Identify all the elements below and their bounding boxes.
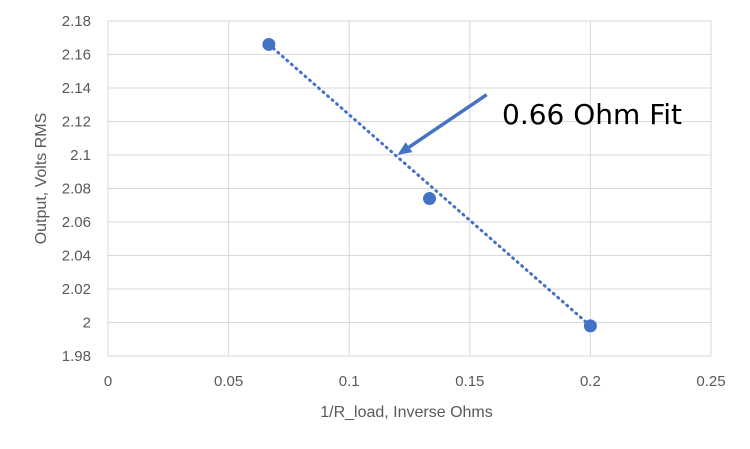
y-tick-label: 2.1 [70,147,91,164]
gridlines [107,20,712,357]
x-tick-label: 0.2 [580,373,601,390]
data-point [262,37,276,51]
x-tick-label: 0 [104,373,112,390]
y-tick-label: 2 [83,315,91,332]
y-tick-label: 2.12 [62,114,91,131]
y-axis-title: Output, Volts RMS [33,113,50,245]
y-tick-label: 1.98 [62,348,91,365]
y-tick-labels: 1.98 2 2.02 2.04 2.06 2.08 2.1 2.12 2.14 2.16 2.18 [62,13,91,365]
y-tick-label: 2.08 [62,181,91,198]
data-point [423,192,437,206]
x-axis-title: 1/R_load, Inverse Ohms [320,404,493,421]
y-tick-label: 2.18 [62,13,91,30]
x-tick-label: 0.25 [696,373,725,390]
x-tick-labels: 0 0.05 0.1 0.15 0.2 0.25 [104,373,726,390]
arrow-shaft [408,93,488,149]
trendline [267,42,592,328]
arrow-head [397,142,413,155]
x-tick-label: 0.15 [455,373,484,390]
y-tick-label: 2.02 [62,281,91,298]
y-tick-label: 2.16 [62,47,91,64]
x-tick-label: 0.05 [214,373,243,390]
annotation-text: 0.66 Ohm Fit [502,98,682,131]
y-tick-label: 2.06 [62,214,91,231]
y-tick-label: 2.14 [62,80,91,97]
y-tick-label: 2.04 [62,248,91,265]
data-point [583,319,597,333]
trendline-path [267,42,592,328]
annotation-arrow [397,93,488,155]
data-points [262,37,597,333]
x-tick-label: 0.1 [339,373,360,390]
